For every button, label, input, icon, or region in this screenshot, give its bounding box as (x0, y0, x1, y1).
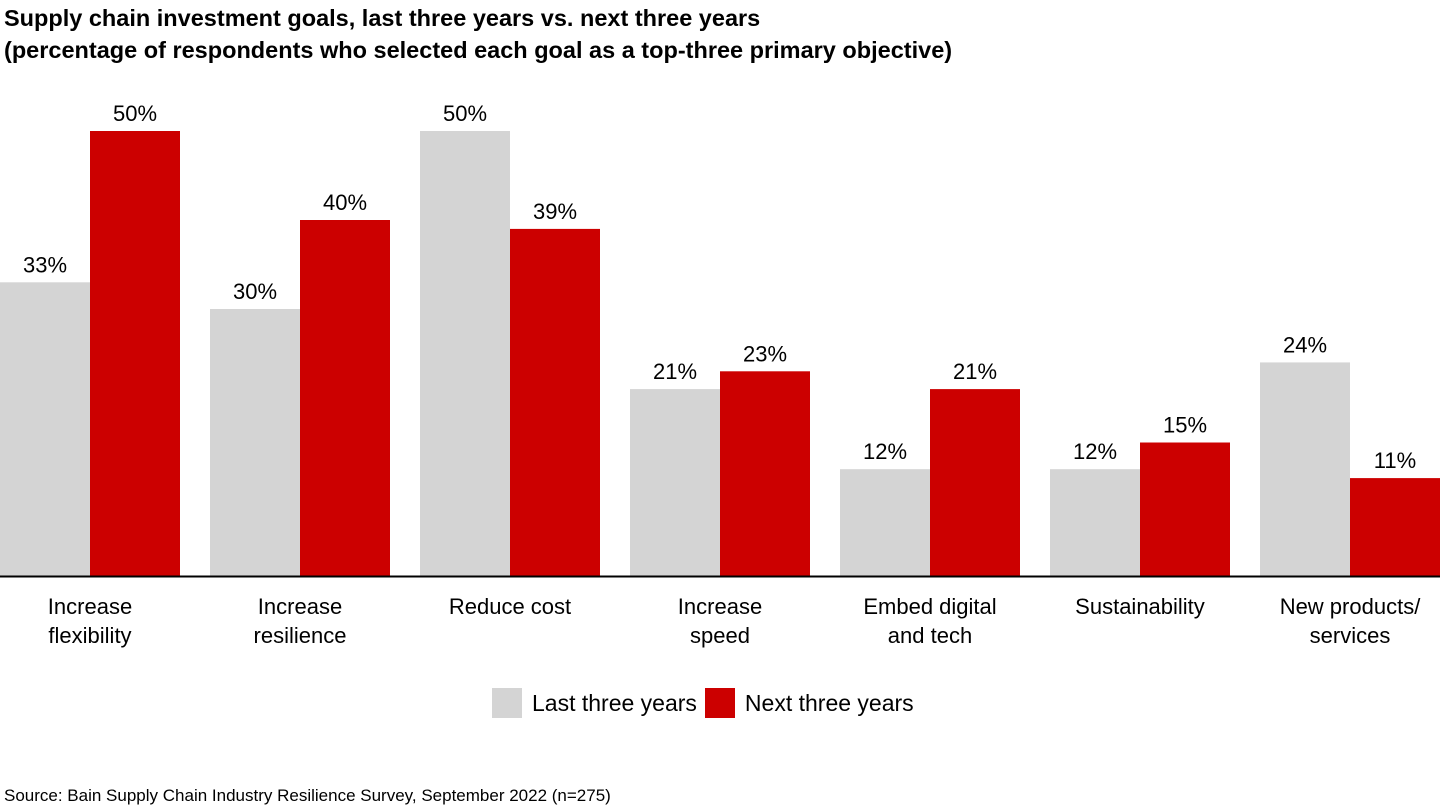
category-label-2-0: Reduce cost (449, 594, 571, 619)
legend-label-next: Next three years (744, 689, 914, 716)
legend-swatch-next (704, 688, 735, 718)
data-label-next-4: 21% (953, 359, 997, 384)
category-label-3-1: speed (690, 623, 750, 648)
bar-next-0 (90, 131, 180, 576)
legend-swatch-last (492, 688, 522, 718)
bar-last-1 (210, 309, 300, 576)
data-label-last-2: 50% (443, 101, 487, 126)
title-line-1: Supply chain investment goals, last thre… (4, 5, 761, 31)
category-label-4-0: Embed digital (863, 594, 996, 619)
bar-next-6 (1350, 478, 1440, 576)
bar-next-5 (1140, 442, 1230, 576)
legend-item-next: Next three years (704, 688, 914, 718)
data-label-next-1: 40% (323, 190, 367, 215)
source-note: Source: Bain Supply Chain Industry Resil… (4, 786, 611, 805)
bar-last-0 (0, 282, 90, 576)
chart-title: Supply chain investment goals, last thre… (4, 2, 952, 66)
data-label-last-3: 21% (653, 359, 697, 384)
title-line-2: (percentage of respondents who selected … (4, 37, 953, 63)
bar-next-1 (300, 220, 390, 576)
bar-next-2 (510, 228, 600, 576)
data-label-last-0: 33% (23, 252, 67, 277)
data-label-last-5: 12% (1073, 439, 1117, 464)
legend-label-last: Last three years (532, 689, 697, 716)
category-label-0-0: Increase (48, 594, 132, 619)
category-label-1-1: resilience (254, 623, 347, 648)
bar-next-4 (930, 389, 1020, 576)
bar-last-6 (1260, 362, 1350, 576)
category-label-4-1: and tech (888, 623, 972, 648)
data-label-last-4: 12% (863, 439, 907, 464)
bar-chart: 33% 50% Increase flexibility 30% 40% Increase r… (0, 101, 1440, 648)
legend-item-last: Last three years (492, 688, 697, 718)
data-label-next-5: 15% (1163, 413, 1207, 438)
category-label-6-0: New products/ (1280, 594, 1422, 619)
data-label-next-6: 11% (1374, 448, 1416, 473)
data-label-next-3: 23% (743, 341, 787, 366)
legend: Last three years Next three years (492, 688, 922, 718)
data-label-last-6: 24% (1283, 332, 1327, 357)
category-label-3-0: Increase (678, 594, 762, 619)
data-label-next-2: 39% (533, 199, 577, 224)
bar-last-3 (630, 389, 720, 576)
category-label-0-1: flexibility (48, 623, 131, 648)
category-label-6-1: services (1310, 623, 1391, 648)
data-label-next-0: 50% (113, 101, 157, 126)
category-label-5-0: Sustainability (1075, 594, 1205, 619)
bar-next-3 (720, 371, 810, 576)
bar-last-5 (1050, 469, 1140, 576)
category-label-1-0: Increase (258, 594, 342, 619)
data-label-last-1: 30% (233, 279, 277, 304)
bar-last-4 (840, 469, 930, 576)
bar-last-2 (420, 131, 510, 576)
